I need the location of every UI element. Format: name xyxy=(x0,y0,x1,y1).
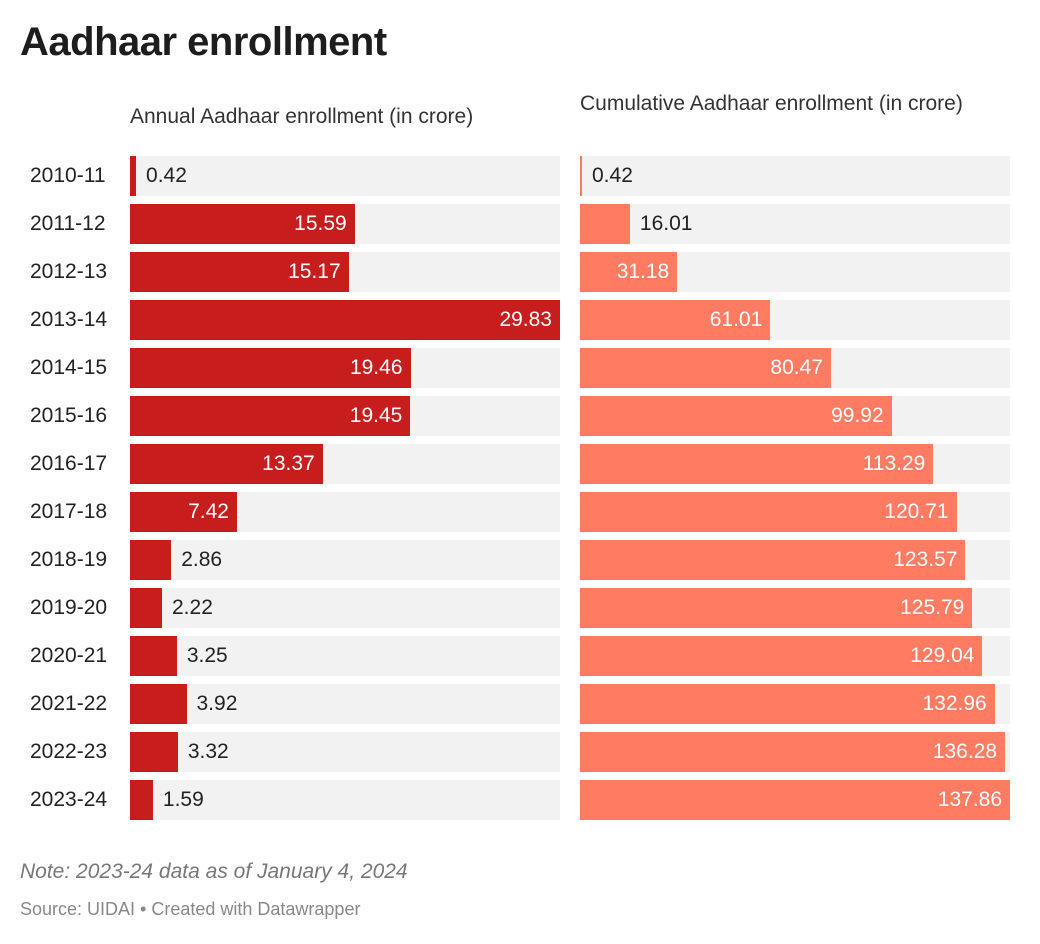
bar xyxy=(580,204,630,244)
bar xyxy=(130,636,177,676)
bar xyxy=(580,492,957,532)
value-label: 2.86 xyxy=(181,548,223,571)
value-label: 31.18 xyxy=(616,260,670,283)
value-label: 125.79 xyxy=(900,596,965,619)
bar-background xyxy=(130,780,560,820)
bar xyxy=(130,684,187,724)
bar xyxy=(130,156,137,196)
category-label: 2022-23 xyxy=(30,740,108,763)
category-label: 2021-22 xyxy=(30,692,108,715)
bar xyxy=(580,684,995,724)
category-label: 2014-15 xyxy=(30,356,108,379)
value-label: 3.25 xyxy=(186,644,228,667)
bar-background xyxy=(130,684,560,724)
source: Source: UIDAI • Created with Datawrapper xyxy=(20,899,361,919)
category-label: 2011-12 xyxy=(30,212,106,235)
bar xyxy=(580,252,678,292)
bar-background xyxy=(130,540,560,580)
value-label: 61.01 xyxy=(709,308,763,331)
value-label: 120.71 xyxy=(884,500,949,523)
value-label: 3.32 xyxy=(187,740,229,763)
bar xyxy=(130,204,355,244)
bar-background xyxy=(130,732,560,772)
bar-background xyxy=(580,204,1010,244)
value-label: 132.96 xyxy=(922,692,987,715)
category-label: 2012-13 xyxy=(30,260,108,283)
bar xyxy=(580,444,934,484)
value-label: 129.04 xyxy=(910,644,975,667)
bar-background xyxy=(580,156,1010,196)
value-label: 19.46 xyxy=(349,356,403,379)
value-label: 19.45 xyxy=(349,404,403,427)
bar-background xyxy=(130,588,560,628)
cumulative-chart-title: Cumulative Aadhaar enrollment (in crore) xyxy=(580,92,963,115)
bar xyxy=(130,540,172,580)
bar xyxy=(580,156,582,196)
category-label: 2020-21 xyxy=(30,644,108,667)
value-label: 16.01 xyxy=(639,212,693,235)
annual-chart-title: Annual Aadhaar enrollment (in crore) xyxy=(130,105,474,128)
bar-background xyxy=(130,636,560,676)
category-label: 2018-19 xyxy=(30,548,108,571)
bar xyxy=(130,348,411,388)
value-label: 15.17 xyxy=(288,260,341,283)
bar xyxy=(580,540,966,580)
bar xyxy=(130,396,411,436)
bar xyxy=(580,396,892,436)
bar xyxy=(580,636,983,676)
category-label: 2017-18 xyxy=(30,500,108,523)
value-label: 80.47 xyxy=(770,356,823,379)
note: Note: 2023-24 data as of January 4, 2024 xyxy=(20,860,408,883)
category-label: 2013-14 xyxy=(30,308,108,331)
value-label: 3.92 xyxy=(196,692,238,715)
value-label: 0.42 xyxy=(146,164,187,187)
value-label: 136.28 xyxy=(932,740,998,763)
bar xyxy=(580,588,973,628)
value-label: 0.42 xyxy=(592,164,633,187)
bar xyxy=(130,444,323,484)
bar xyxy=(130,300,560,340)
value-label: 7.42 xyxy=(188,500,229,523)
value-label: 113.29 xyxy=(862,452,926,475)
bar xyxy=(130,732,178,772)
bar xyxy=(130,252,349,292)
value-label: 1.59 xyxy=(162,788,204,811)
bar-background xyxy=(130,156,560,196)
value-label: 99.92 xyxy=(831,404,884,427)
bar xyxy=(130,588,162,628)
bar xyxy=(130,492,237,532)
chart-title: Aadhaar enrollment xyxy=(20,20,387,64)
bar xyxy=(580,732,1006,772)
value-label: 123.57 xyxy=(893,548,958,571)
category-label: 2015-16 xyxy=(30,404,108,427)
value-label: 29.83 xyxy=(499,308,552,331)
value-label: 13.37 xyxy=(262,452,315,475)
category-label: 2010-11 xyxy=(30,164,106,187)
value-label: 137.86 xyxy=(937,788,1002,811)
category-label: 2019-20 xyxy=(30,596,108,619)
bar xyxy=(580,348,831,388)
bar xyxy=(130,780,153,820)
bar xyxy=(580,300,771,340)
bar xyxy=(580,780,1010,820)
value-label: 15.59 xyxy=(294,212,347,235)
category-label: 2023-24 xyxy=(30,788,108,811)
value-label: 2.22 xyxy=(172,596,213,619)
category-label: 2016-17 xyxy=(30,452,108,475)
